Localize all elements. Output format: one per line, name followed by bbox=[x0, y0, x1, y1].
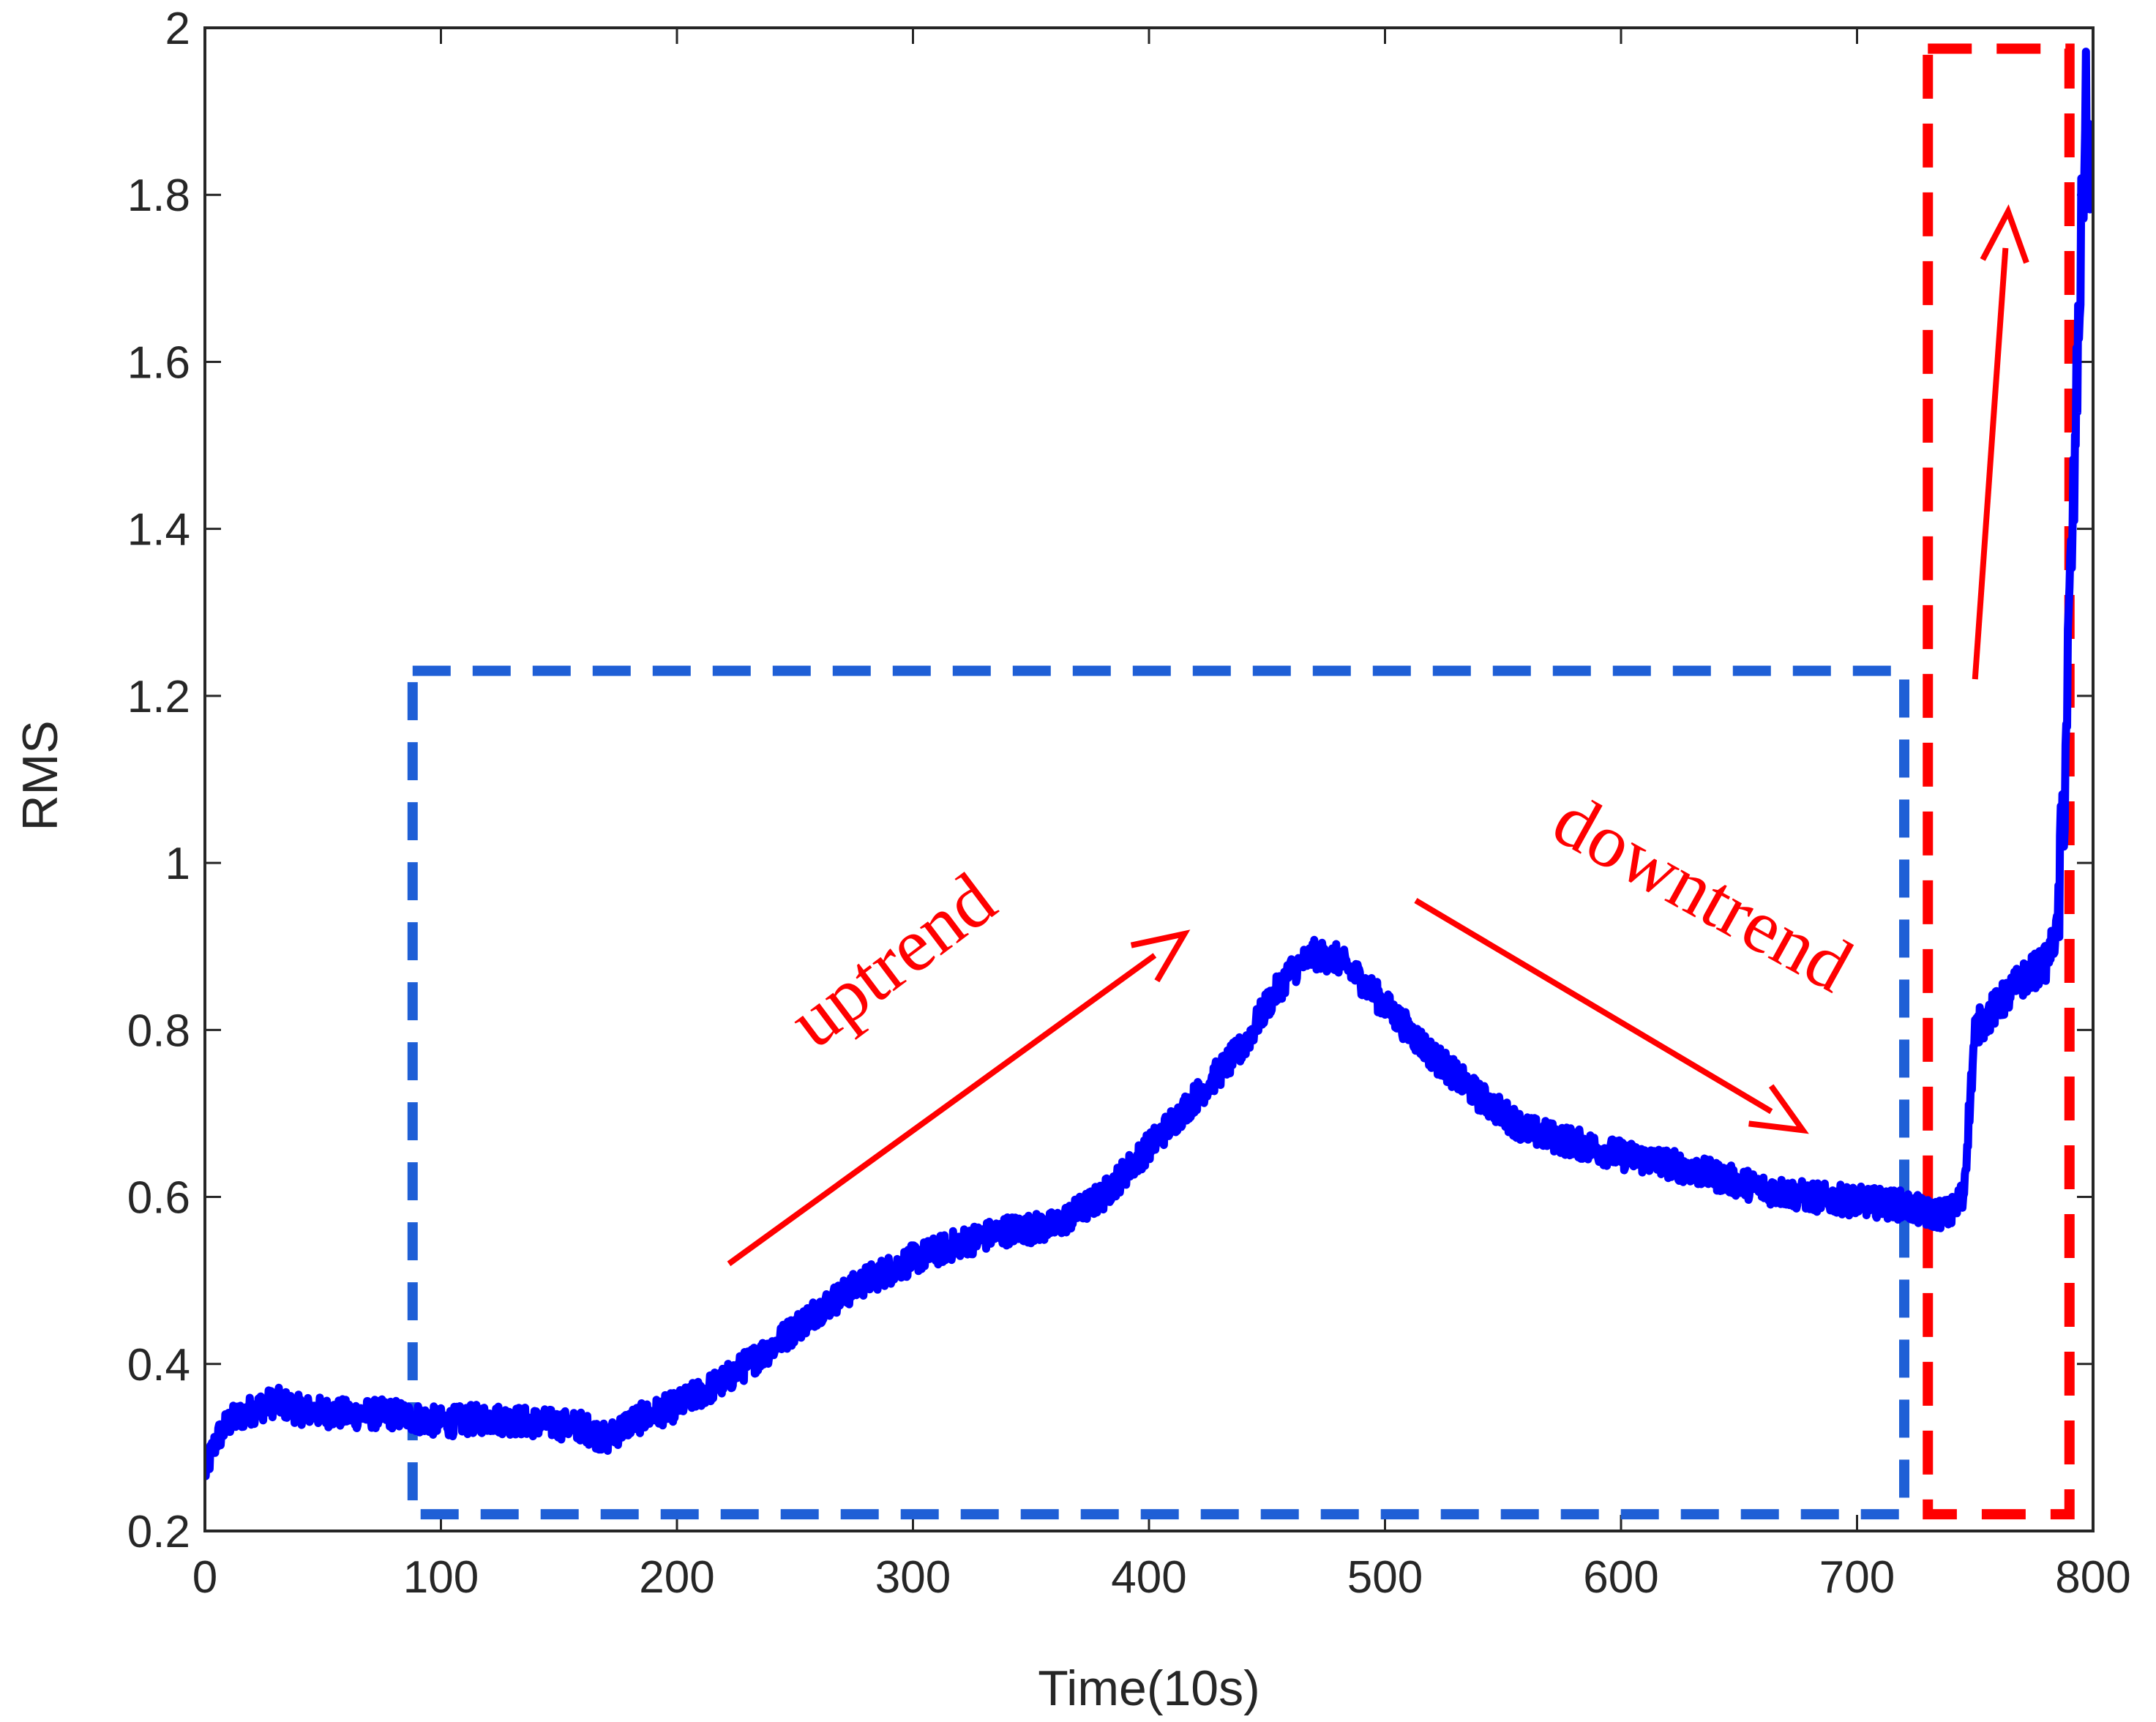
arrow-uptrend bbox=[727, 929, 1191, 1267]
y-axis-ticks: 0.2 0.4 0.6 0.8 1 1.2 1.4 1.6 1.8 2 bbox=[127, 4, 2093, 1557]
x-axis-ticks: 0 100 200 300 400 500 600 700 800 bbox=[192, 28, 2131, 1603]
y-axis-label: RMS bbox=[12, 720, 68, 831]
arrow-failure-rise bbox=[1972, 204, 2029, 680]
series-rms-line bbox=[205, 48, 2093, 1480]
x-tick-label: 200 bbox=[639, 1552, 714, 1603]
y-tick-label: 1 bbox=[165, 839, 190, 889]
y-tick-label: 1.4 bbox=[127, 505, 190, 555]
trend-arrows bbox=[727, 204, 2029, 1267]
series-layer bbox=[205, 48, 2093, 1480]
arrow-shaft bbox=[727, 953, 1157, 1267]
region-trend-phase bbox=[407, 665, 1909, 1520]
y-tick-label: 0.4 bbox=[127, 1340, 190, 1390]
x-tick-label: 0 bbox=[192, 1552, 217, 1603]
plot-area-frame bbox=[203, 26, 2095, 1532]
annotation-uptrend: uptrend bbox=[774, 857, 1011, 1064]
x-tick-label: 500 bbox=[1347, 1552, 1423, 1603]
arrow-shaft bbox=[1972, 247, 2009, 680]
x-axis-label: Time(10s) bbox=[1038, 1661, 1260, 1716]
x-tick-label: 700 bbox=[1819, 1552, 1895, 1603]
x-tick-label: 300 bbox=[875, 1552, 951, 1603]
y-tick-label: 1.6 bbox=[127, 337, 190, 388]
x-tick-label: 800 bbox=[2055, 1552, 2130, 1603]
y-tick-label: 1.8 bbox=[127, 171, 190, 221]
y-tick-label: 0.6 bbox=[127, 1173, 190, 1224]
region-failure-phase bbox=[1923, 43, 2075, 1520]
x-tick-label: 400 bbox=[1111, 1552, 1186, 1603]
x-tick-label: 100 bbox=[403, 1552, 479, 1603]
highlight-regions bbox=[407, 43, 2075, 1520]
arrow-shaft bbox=[1414, 898, 1773, 1115]
arrow-head bbox=[1748, 1084, 1809, 1134]
y-tick-label: 2 bbox=[165, 4, 190, 54]
y-tick-label: 1.2 bbox=[127, 672, 190, 722]
arrow-downtrend bbox=[1414, 898, 1809, 1134]
y-tick-label: 0.8 bbox=[127, 1006, 190, 1056]
arrow-head bbox=[1980, 204, 2029, 264]
arrow-head bbox=[1130, 929, 1191, 983]
x-tick-label: 600 bbox=[1583, 1552, 1658, 1603]
annotation-downtrend: downtrend bbox=[1540, 777, 1865, 1008]
y-tick-label: 0.2 bbox=[127, 1507, 190, 1557]
